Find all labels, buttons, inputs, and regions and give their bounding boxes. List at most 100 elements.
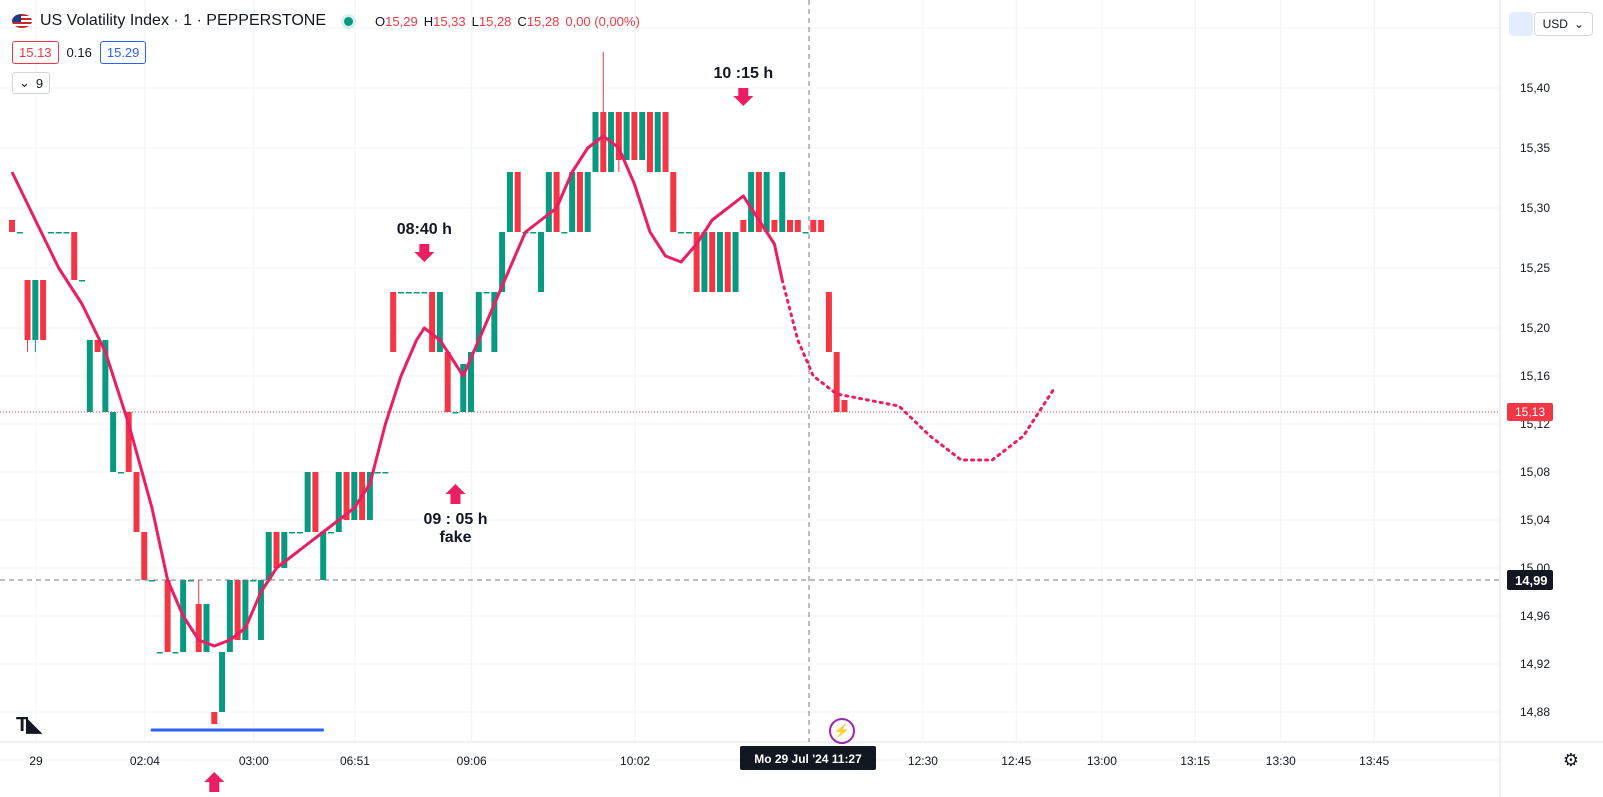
candle [405, 292, 412, 294]
time-tick-label: 12:30 [908, 754, 938, 768]
candle [818, 220, 825, 232]
candle-body [234, 580, 241, 640]
price-tick-label: 15,20 [1520, 321, 1550, 335]
candle [600, 52, 607, 172]
time-tick-label: 02:04 [130, 754, 160, 768]
candle [63, 232, 70, 234]
candle-body [79, 280, 86, 282]
chevron-down-icon: ⌄ [1573, 17, 1584, 31]
projection-path [780, 278, 1056, 462]
arrow-down-icon [733, 88, 754, 106]
candle-body [141, 532, 148, 580]
candle-body [320, 532, 327, 580]
candle [374, 472, 381, 474]
symbol-legend[interactable]: US Volatility Index · 1 · PEPPERSTONE O1… [12, 12, 640, 30]
candle [172, 652, 179, 654]
candle [763, 172, 770, 232]
time-tick-label: 13:15 [1180, 754, 1210, 768]
time-tick-label: 10:02 [620, 754, 650, 768]
candles [9, 52, 848, 724]
time-tick-label: 13:00 [1087, 754, 1117, 768]
candle [825, 292, 832, 352]
price-tick-label: 15,35 [1520, 141, 1550, 155]
live-status-icon [344, 16, 354, 26]
annotation: 10 :15 h [714, 65, 773, 106]
candle-body [530, 232, 537, 234]
candle-body [40, 280, 47, 340]
last-price-box [1507, 403, 1553, 421]
annotation-sublabel: fake [439, 529, 471, 546]
candle-body [413, 292, 420, 294]
candle-body [631, 112, 638, 160]
candle-body [468, 352, 475, 412]
candle-body [296, 532, 303, 534]
currency-select[interactable]: USD ⌄ [1533, 12, 1593, 36]
screenshot-icon[interactable] [1509, 12, 1533, 36]
candle [24, 280, 31, 352]
price-tick-label: 15,40 [1520, 81, 1550, 95]
candle [584, 172, 591, 232]
candle [460, 364, 467, 412]
candle-body [203, 604, 210, 652]
candle [561, 232, 568, 234]
candle [9, 220, 15, 232]
candle [219, 652, 226, 712]
candle-body [740, 220, 747, 232]
candle [452, 412, 459, 414]
candle-body [818, 220, 825, 232]
candle-body [763, 172, 770, 232]
time-axis: 29 02:04 03:00 06:51 09:06 10:02 12:30 12:45 13:… [29, 746, 1389, 770]
candle-body [312, 472, 319, 532]
candle [545, 172, 552, 232]
settings-gear-icon[interactable]: ⚙ [1562, 750, 1579, 770]
candle [802, 232, 809, 234]
crosshair-price-box [1507, 570, 1553, 590]
candle [841, 400, 848, 412]
ohlc-values: O15,29 H15,33 L15,28 C15,28 0,00 (0,00%) [375, 13, 640, 29]
candle-body [716, 232, 723, 292]
candle [320, 532, 327, 580]
ma-line [10, 134, 784, 648]
candle-body [693, 232, 700, 292]
candle [242, 580, 249, 640]
candle [514, 172, 521, 232]
candle [631, 112, 638, 160]
sell-price-button[interactable]: 15.13 [12, 41, 59, 64]
candle-body [732, 232, 739, 292]
lightning-icon[interactable]: ⚡ [829, 718, 855, 744]
candle-body [366, 472, 373, 520]
candle-body [639, 112, 646, 160]
candle-body [86, 340, 93, 412]
candle [530, 232, 537, 234]
crosshair-time-tag: Mo 29 Jul '24 11:27 [740, 746, 876, 770]
candle [429, 292, 436, 352]
arrow-down-icon [414, 244, 435, 262]
change-value: 0,00 (0,00%) [565, 13, 640, 29]
annotation-label: 08:40 h [397, 221, 452, 238]
tradingview-logo-icon[interactable]: T◣ [16, 714, 42, 736]
candle-body [405, 292, 412, 294]
buy-price-button[interactable]: 15.29 [99, 41, 147, 64]
spread-value: 0.16 [66, 45, 92, 60]
candle-body [219, 652, 226, 712]
candle-body [787, 220, 793, 232]
indicators-toggle[interactable]: ⌄ 9 [12, 72, 51, 94]
candle-body [615, 112, 622, 160]
candle-body [460, 364, 467, 412]
candle-body [327, 532, 334, 534]
candle-body [685, 232, 692, 234]
price-tick-label: 14,88 [1520, 705, 1550, 719]
candle-body [444, 352, 451, 412]
candle [187, 580, 194, 582]
price-tick-label: 15,08 [1520, 465, 1550, 479]
arrow-up-icon [445, 484, 466, 504]
candle [623, 112, 630, 160]
candle-body [584, 172, 591, 232]
candle-body [351, 472, 358, 520]
candle [55, 232, 62, 234]
candle [483, 292, 490, 294]
